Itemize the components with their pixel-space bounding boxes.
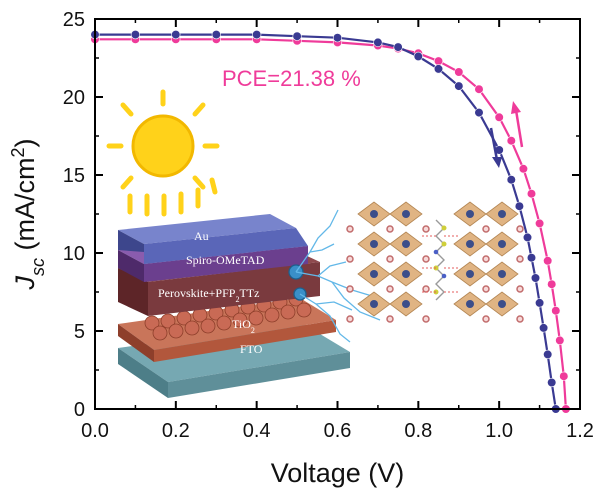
data-point: [543, 349, 553, 360]
y-tick-label: 25: [63, 9, 85, 31]
data-point: [413, 51, 423, 62]
data-point: [543, 256, 553, 266]
data-point: [526, 253, 537, 263]
data-point: [494, 112, 504, 122]
y-tick-label: 0: [74, 399, 85, 421]
data-point: [547, 377, 557, 388]
data-point: [518, 164, 529, 174]
data-point: [433, 56, 444, 66]
data-point: [332, 33, 343, 43]
perovskite-label: Perovskite+PFP2TTz: [158, 286, 259, 304]
data-point: [522, 232, 533, 242]
y-tick-label: 15: [63, 165, 85, 187]
data-point: [373, 37, 383, 48]
sun-icon: [106, 89, 220, 217]
data-point: [393, 42, 403, 52]
x-tick-label: 0.2: [162, 420, 190, 442]
y-axis-label: Jsc (mA/cm2): [8, 138, 48, 290]
data-point: [433, 64, 444, 74]
y-tick-label: 20: [63, 87, 85, 109]
data-point: [474, 84, 484, 94]
data-point: [514, 201, 525, 211]
device-stack: Au Spiro-OMeTAD Perovskite+PFP2TTz TiO2 …: [118, 214, 350, 398]
y-axis-label-part: J: [10, 276, 40, 291]
x-tick-label: 0.4: [243, 420, 271, 442]
data-point: [292, 31, 302, 41]
scan-arrows: [489, 101, 524, 168]
data-point: [534, 218, 545, 228]
x-tick-label: 0.0: [81, 420, 109, 442]
device-illustration: Au Spiro-OMeTAD Perovskite+PFP2TTz TiO2 …: [106, 89, 524, 398]
au-label: Au: [194, 229, 209, 243]
axes: 0.0 0.2 0.4 0.6 0.8 1.0 1.2 0 5 10 15 20 25 Voltage (…: [8, 9, 594, 488]
y-axis-label-part: ): [10, 138, 40, 147]
data-point: [547, 279, 557, 289]
fto-label: FTO: [240, 342, 263, 356]
reverse-scan-arrow: [514, 109, 524, 148]
y-tick-label: 10: [63, 243, 85, 265]
data-point: [530, 273, 541, 283]
tio2-label: TiO2: [232, 317, 255, 335]
data-point: [211, 29, 221, 40]
data-point: [130, 29, 140, 40]
data-point: [506, 136, 516, 146]
data-point: [454, 81, 464, 91]
data-point: [171, 29, 181, 40]
x-tick-label: 0.6: [324, 420, 352, 442]
x-tick-label: 1.0: [485, 420, 513, 442]
data-point: [252, 29, 262, 40]
series-forward: [90, 29, 561, 414]
data-point: [474, 107, 484, 118]
perovskite-lattice: [346, 201, 524, 323]
data-point: [538, 323, 549, 333]
y-axis-label-part: (mA/cm: [10, 158, 40, 259]
data-point: [526, 189, 537, 199]
data-point: [559, 371, 569, 381]
data-point: [555, 335, 565, 346]
forward-scan-arrow: [489, 127, 499, 161]
pce-annotation: PCE=21.38 %: [222, 66, 361, 91]
x-axis-label: Voltage (V): [271, 458, 405, 488]
charge-transfer-lines: [288, 209, 381, 343]
data-point: [506, 175, 516, 185]
y-axis-label-part: 2: [8, 147, 28, 157]
data-point: [534, 298, 545, 308]
data-point: [551, 306, 561, 316]
x-tick-label: 0.8: [404, 420, 432, 442]
y-axis-label-part: sc: [28, 258, 48, 276]
au-layer: [118, 214, 296, 244]
spiro-label: Spiro-OMeTAD: [186, 253, 265, 267]
y-tick-label: 5: [74, 321, 85, 343]
data-point: [454, 67, 464, 77]
x-tick-label: 1.2: [566, 420, 594, 442]
plot-area: [90, 29, 571, 414]
